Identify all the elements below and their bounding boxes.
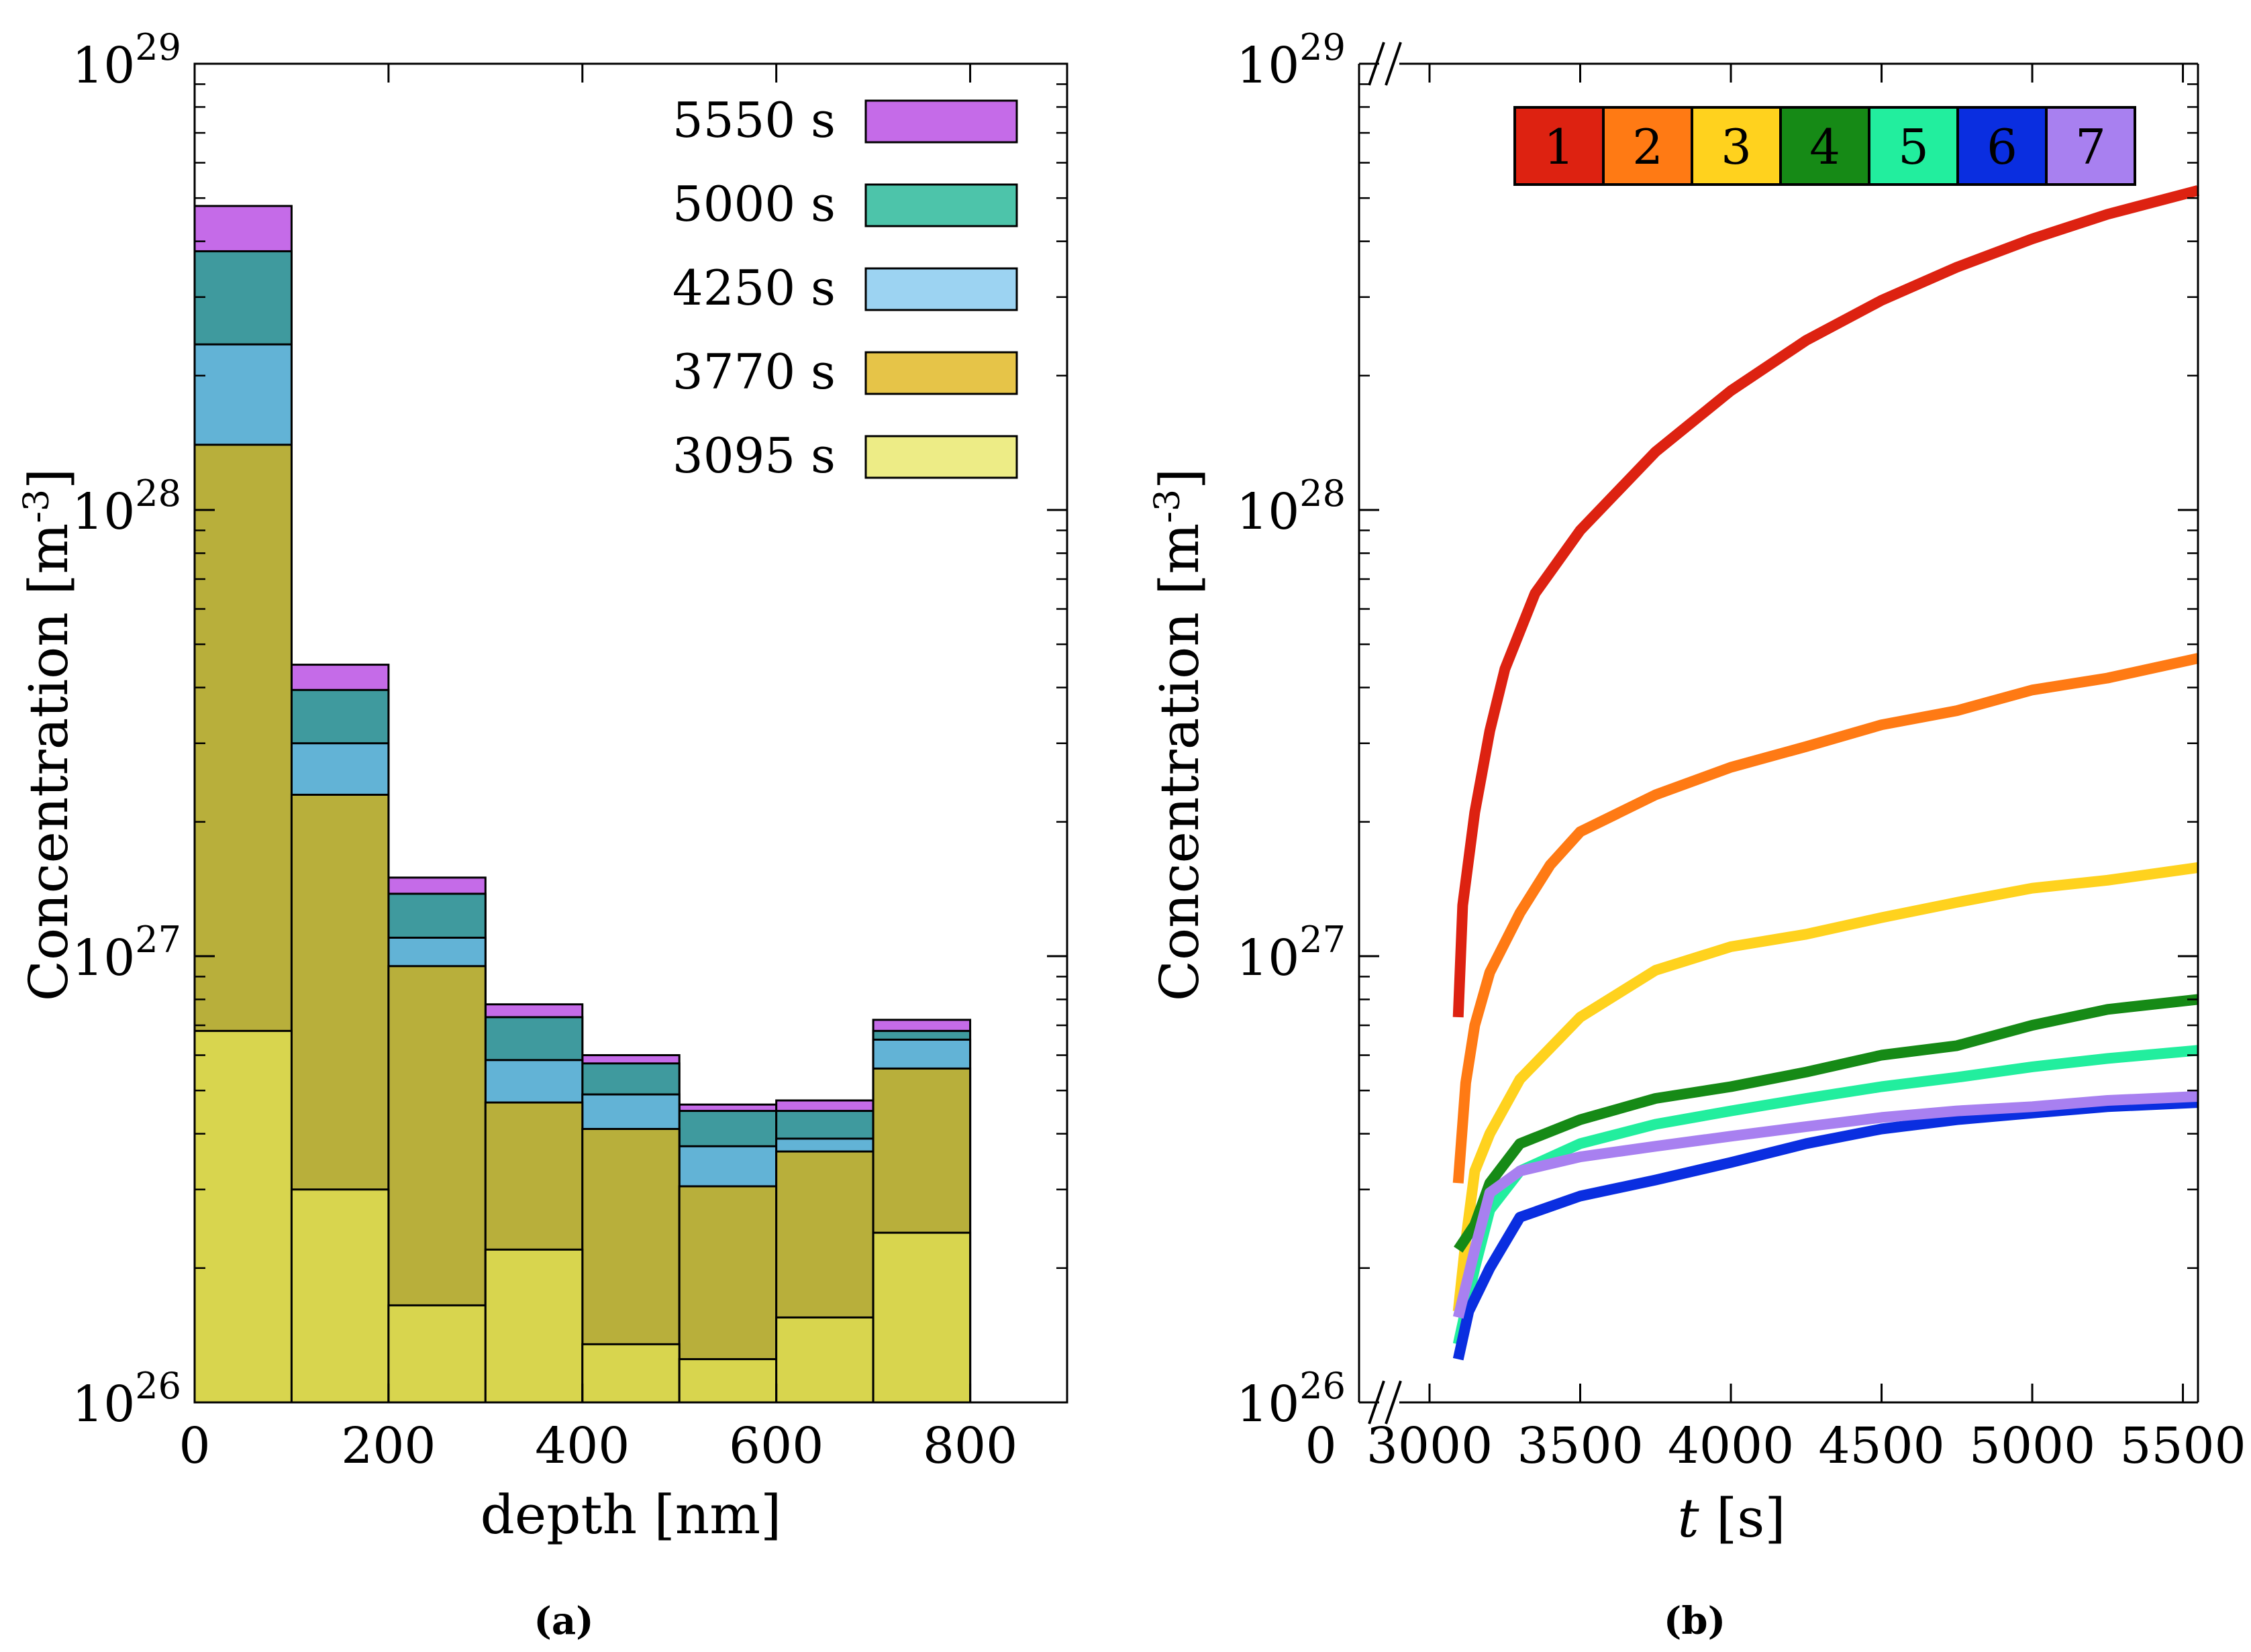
panel-b-legend: 1 2 3 4 5 6 7 (1513, 106, 2136, 186)
panel-b-caption: (b) (1664, 1599, 1725, 1643)
series-line-7 (1452, 1091, 2199, 1319)
panel-a-y-axis-label: Concentration [m-3] (17, 468, 80, 1001)
panel-b-ticks: 0 3000 3500 4000 4500 5000 5500 1026 1027 1028 102… (1236, 26, 2246, 1475)
b-xtick-label: 3000 (1366, 1417, 1493, 1475)
b-xtick-label: 5000 (1969, 1417, 2095, 1475)
a-legend-swatch (864, 435, 1018, 479)
b-xtick-label: 4000 (1668, 1417, 1794, 1475)
bar-3095s-bin-6 (775, 1316, 874, 1404)
panel-a-ticks: 0 200 400 600 800 1026 1027 1028 1029 (72, 26, 1067, 1475)
a-ytick-label: 1029 (72, 26, 181, 95)
a-legend-label: 3095 s (672, 427, 836, 484)
panel-a-bars (193, 205, 972, 1404)
bar-3095s-bin-7 (872, 1231, 972, 1404)
b-ytick-label: 1026 (1236, 1365, 1346, 1433)
a-ytick-label: 1028 (72, 472, 181, 541)
b-legend-label: 2 (1632, 119, 1663, 175)
b-xtick-label: 5500 (2119, 1417, 2246, 1475)
a-legend-swatch (864, 351, 1018, 395)
b-legend-swatch-1 (1513, 106, 1605, 186)
bar-3095s-bin-2 (387, 1304, 487, 1404)
a-xtick-label: 200 (341, 1417, 436, 1475)
panel-a: 0 200 400 600 800 1026 1027 1028 1029 5550 s 5000… (17, 26, 1068, 1643)
b-legend-label: 5 (1898, 119, 1929, 175)
series-line-6 (1452, 1097, 2199, 1361)
panel-a-legend: 5550 s 5000 s 4250 s 3770 s 3095 s (672, 92, 1018, 484)
a-xtick-label: 800 (923, 1417, 1017, 1475)
a-legend-swatch (864, 183, 1018, 227)
b-legend-swatch-5 (1868, 106, 1959, 186)
series-line-2 (1452, 653, 2199, 1184)
a-legend-swatch (864, 99, 1018, 144)
series-line-3 (1452, 862, 2199, 1312)
panel-a-x-axis-label: depth [nm] (481, 1484, 782, 1546)
b-legend-label: 3 (1721, 119, 1752, 175)
panel-b-y-axis-label: Concentration [m-3] (1148, 468, 1211, 1001)
bar-3095s-bin-0 (193, 1029, 293, 1404)
bar-3095s-bin-4 (581, 1343, 681, 1404)
b-legend-swatch-6 (1956, 106, 2048, 186)
b-legend-label: 6 (1987, 119, 2017, 175)
b-legend-label: 1 (1544, 119, 1574, 175)
a-xtick-label: 600 (729, 1417, 823, 1475)
bar-3095s-bin-1 (290, 1188, 390, 1404)
b-ytick-label: 1028 (1236, 472, 1346, 541)
b-legend-swatch-7 (2045, 106, 2136, 186)
b-xtick-label: 3500 (1517, 1417, 1643, 1475)
a-ytick-label: 1026 (72, 1365, 181, 1433)
a-xtick-label: 0 (179, 1417, 210, 1475)
panel-a-plot-frame (193, 62, 1068, 1404)
b-legend-swatch-4 (1779, 106, 1870, 186)
panel-a-caption: (a) (534, 1599, 593, 1643)
b-legend-label: 7 (2075, 119, 2106, 175)
a-legend-label: 4250 s (672, 260, 836, 316)
b-ytick-label: 1027 (1236, 919, 1346, 987)
b-xtick-label: 4500 (1818, 1417, 1944, 1475)
panel-b: 0 3000 3500 4000 4500 5000 5500 1026 1027 1028 102… (1148, 26, 2246, 1643)
a-ytick-label: 1027 (72, 919, 181, 987)
a-legend-swatch (864, 267, 1018, 311)
bar-3095s-bin-5 (678, 1358, 778, 1404)
b-xtick-label-zero: 0 (1305, 1417, 1336, 1475)
b-ytick-label: 1029 (1236, 26, 1346, 95)
a-legend-label: 5000 s (672, 176, 836, 232)
b-legend-swatch-3 (1691, 106, 1782, 186)
panel-b-lines (1452, 185, 2200, 1361)
panel-b-x-axis-label: t [s] (1677, 1487, 1785, 1549)
a-xtick-label: 400 (535, 1417, 630, 1475)
bar-3095s-bin-3 (484, 1248, 584, 1404)
series-line-1 (1452, 185, 2200, 1018)
a-legend-label: 3770 s (672, 344, 836, 400)
b-legend-label: 4 (1809, 119, 1840, 175)
a-legend-label: 5550 s (672, 92, 836, 148)
axis-break-mark (1385, 42, 1402, 86)
series-line-4 (1454, 994, 2199, 1253)
b-legend-swatch-2 (1602, 106, 1693, 186)
axis-break-mark (1385, 1380, 1402, 1425)
